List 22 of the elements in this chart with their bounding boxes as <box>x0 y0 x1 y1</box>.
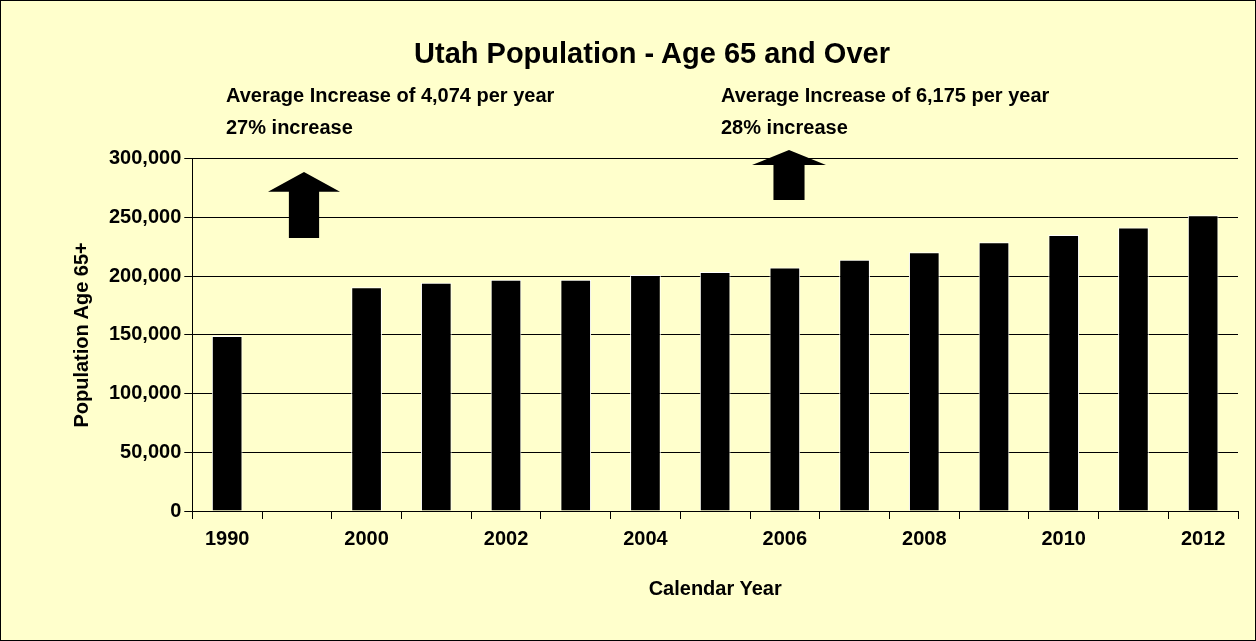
y-axis-title: Population Age 65+ <box>69 242 92 428</box>
text: 27% increase <box>226 116 353 139</box>
y-tick-label: 150,000 <box>109 322 182 345</box>
x-tick-label: 2004 <box>623 526 669 549</box>
chart-title: Utah Population - Age 65 and Over <box>414 37 890 70</box>
x-tick-label: 1990 <box>204 526 250 549</box>
x-tick-label: 2002 <box>483 526 529 549</box>
y-tick-label: 100,000 <box>109 381 182 404</box>
x-tick-label: 2008 <box>902 526 947 549</box>
text: Average Increase of 4,074 per year <box>226 84 555 107</box>
y-tick-label: 0 <box>170 498 182 521</box>
x-axis-title: Calendar Year <box>648 576 782 599</box>
x-tick-label: 2000 <box>344 526 389 549</box>
x-tick-label: 2010 <box>1041 526 1086 549</box>
y-tick-label: 50,000 <box>120 439 182 462</box>
x-tick-label: 2006 <box>762 526 808 549</box>
y-tick-label: 250,000 <box>109 205 182 228</box>
text: Average Increase of 6,175 per year <box>721 84 1050 107</box>
y-tick-label: 300,000 <box>109 146 182 169</box>
y-tick-label: 200,000 <box>109 263 182 286</box>
x-tick-label: 2012 <box>1180 526 1226 549</box>
text: 28% increase <box>721 116 848 139</box>
